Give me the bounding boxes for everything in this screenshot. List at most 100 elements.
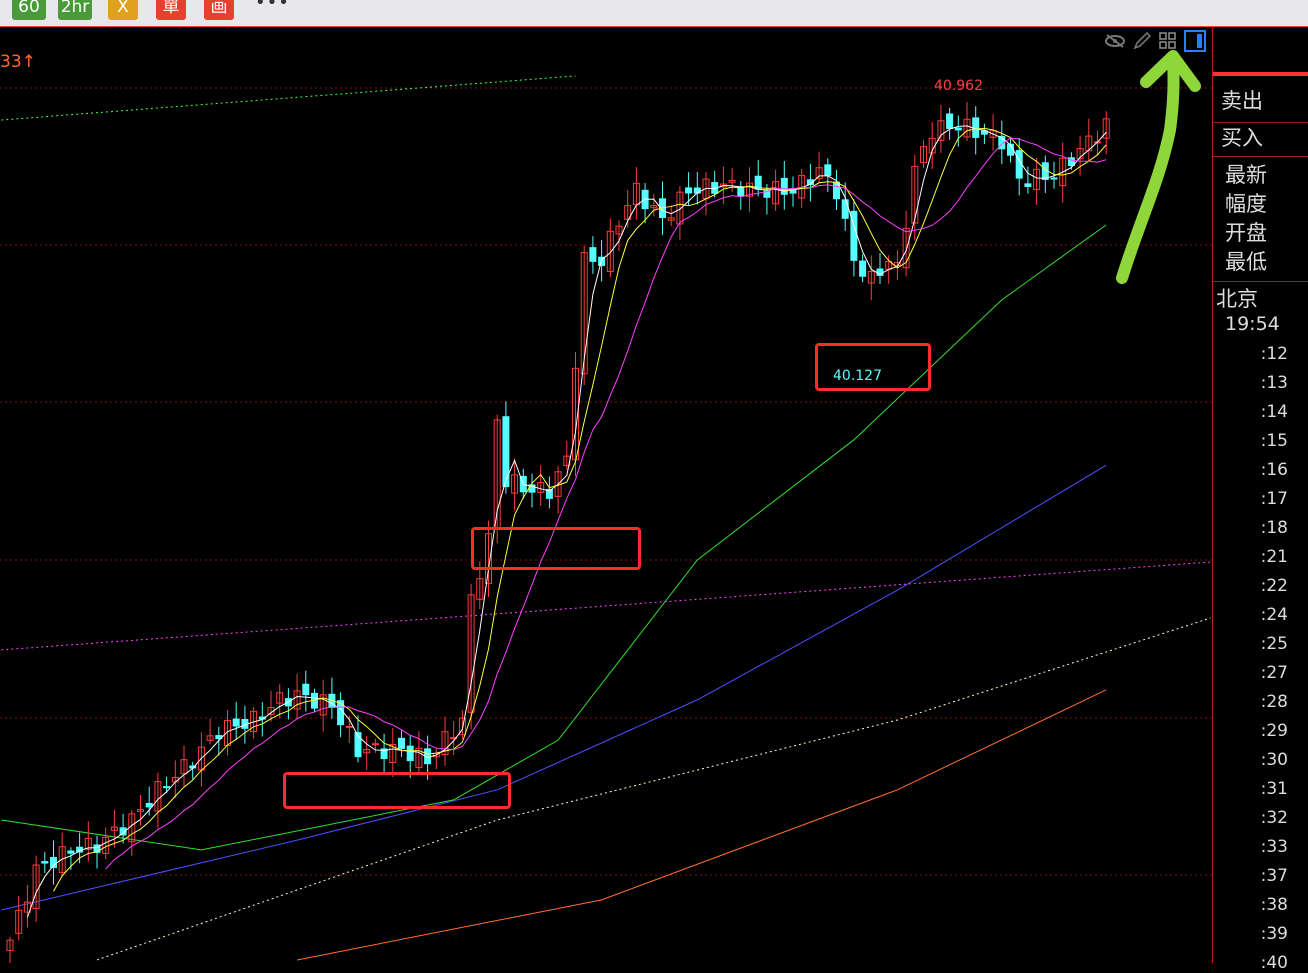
candle-down bbox=[1024, 183, 1032, 187]
candle-down bbox=[1050, 177, 1058, 180]
candle-down bbox=[145, 802, 153, 808]
candle-down bbox=[841, 199, 849, 219]
candle-down bbox=[980, 130, 988, 135]
period-button-4[interactable]: 画 bbox=[204, 0, 234, 20]
candle-down bbox=[859, 260, 867, 277]
annotation-box bbox=[471, 527, 641, 570]
candle-down bbox=[50, 857, 57, 869]
candle-up bbox=[467, 594, 475, 713]
candle-down bbox=[163, 786, 171, 789]
candle-up bbox=[441, 731, 449, 756]
eye-hide-icon[interactable] bbox=[1104, 32, 1126, 50]
period-button-3[interactable]: 單 bbox=[156, 0, 186, 20]
candle-down bbox=[93, 844, 101, 853]
candle-up bbox=[23, 901, 31, 913]
buy-label[interactable]: 买入 bbox=[1221, 126, 1263, 150]
candle-down bbox=[406, 745, 414, 762]
candle-up bbox=[937, 120, 945, 141]
time-tick: :40 bbox=[1260, 953, 1288, 973]
candle-down bbox=[589, 247, 597, 262]
candle-down bbox=[946, 113, 954, 129]
candle-down bbox=[763, 190, 771, 198]
candle-down bbox=[41, 861, 49, 864]
candle-up bbox=[15, 909, 23, 934]
quote-panel: 卖出 买入 最新 幅度 开盘 最低 北京 19:54 :12:13:14:15:… bbox=[1212, 28, 1308, 973]
candle-up bbox=[319, 694, 327, 716]
candle-down bbox=[354, 732, 362, 758]
time-tick: :33 bbox=[1260, 837, 1288, 857]
grid-icon[interactable] bbox=[1158, 31, 1178, 51]
time-tick: :12 bbox=[1260, 344, 1288, 364]
candle-up bbox=[1076, 148, 1084, 160]
ma10-line bbox=[53, 127, 1107, 892]
low-price-label: 40.127 bbox=[833, 368, 882, 384]
time-tick: :16 bbox=[1260, 460, 1288, 480]
candle-down bbox=[119, 827, 127, 836]
candle-up bbox=[989, 130, 997, 138]
ma-line bbox=[1, 561, 1211, 651]
time-tick: :17 bbox=[1260, 489, 1288, 509]
candle-up bbox=[58, 846, 66, 873]
field-open: 开盘 bbox=[1225, 221, 1267, 245]
candle-up bbox=[6, 939, 14, 952]
time-tick: :21 bbox=[1260, 547, 1288, 567]
candle-up bbox=[110, 826, 118, 831]
candle-up bbox=[580, 252, 588, 375]
period-toolbar: 60 2hr X 單画 ••• bbox=[0, 0, 1308, 27]
candle-down bbox=[380, 748, 388, 760]
ma5-line bbox=[26, 125, 1107, 918]
candle-up bbox=[450, 737, 458, 740]
time-tick: :15 bbox=[1260, 431, 1288, 451]
candle-down bbox=[780, 177, 788, 195]
candle-up bbox=[746, 182, 753, 197]
period-button-2[interactable]: X bbox=[108, 0, 138, 20]
period-button-0[interactable]: 60 bbox=[12, 0, 46, 20]
time-tick: :24 bbox=[1260, 605, 1288, 625]
candle-down bbox=[67, 850, 75, 854]
time-tick: :14 bbox=[1260, 402, 1288, 422]
candle-up bbox=[276, 692, 284, 704]
sell-label[interactable]: 卖出 bbox=[1221, 89, 1263, 113]
candle-down bbox=[232, 718, 240, 727]
time-tick: :22 bbox=[1260, 576, 1288, 596]
time-tick: :13 bbox=[1260, 373, 1288, 393]
candle-up bbox=[363, 748, 371, 754]
time-tick: :18 bbox=[1260, 518, 1288, 538]
time-tick: :37 bbox=[1260, 866, 1288, 886]
candle-up bbox=[415, 747, 423, 768]
candlestick-chart[interactable] bbox=[0, 28, 1212, 963]
candle-up bbox=[624, 205, 632, 220]
period-button-1[interactable]: 2hr bbox=[58, 0, 92, 20]
candle-up bbox=[867, 270, 875, 284]
candle-up bbox=[911, 165, 919, 224]
candle-down bbox=[954, 127, 962, 131]
candle-up bbox=[650, 205, 658, 209]
panel-toggle-icon[interactable] bbox=[1184, 30, 1206, 52]
candle-down bbox=[685, 187, 693, 194]
candle-down bbox=[398, 737, 405, 749]
candle-down bbox=[545, 488, 553, 499]
candle-up bbox=[511, 474, 519, 494]
field-low: 最低 bbox=[1225, 250, 1267, 274]
high-price-label: 40.962 bbox=[934, 78, 983, 94]
more-button[interactable]: ••• bbox=[255, 0, 290, 13]
candle-down bbox=[1067, 157, 1075, 167]
candle-up bbox=[728, 179, 736, 183]
candle-up bbox=[963, 118, 971, 138]
candle-up bbox=[676, 191, 684, 225]
pencil-icon[interactable] bbox=[1132, 31, 1152, 51]
candle-up bbox=[293, 690, 301, 710]
ma-line bbox=[1, 464, 1107, 911]
field-latest: 最新 bbox=[1225, 163, 1267, 187]
annotation-box bbox=[815, 343, 931, 391]
candle-up bbox=[815, 167, 823, 180]
candle-up bbox=[1059, 157, 1067, 187]
time-tick: :29 bbox=[1260, 721, 1288, 741]
field-change: 幅度 bbox=[1225, 192, 1267, 216]
candle-up bbox=[772, 181, 780, 205]
time-tick: :28 bbox=[1260, 692, 1288, 712]
ma-line bbox=[96, 617, 1211, 961]
candle-down bbox=[824, 164, 832, 176]
candle-up bbox=[137, 809, 144, 812]
time-tick: :32 bbox=[1260, 808, 1288, 828]
